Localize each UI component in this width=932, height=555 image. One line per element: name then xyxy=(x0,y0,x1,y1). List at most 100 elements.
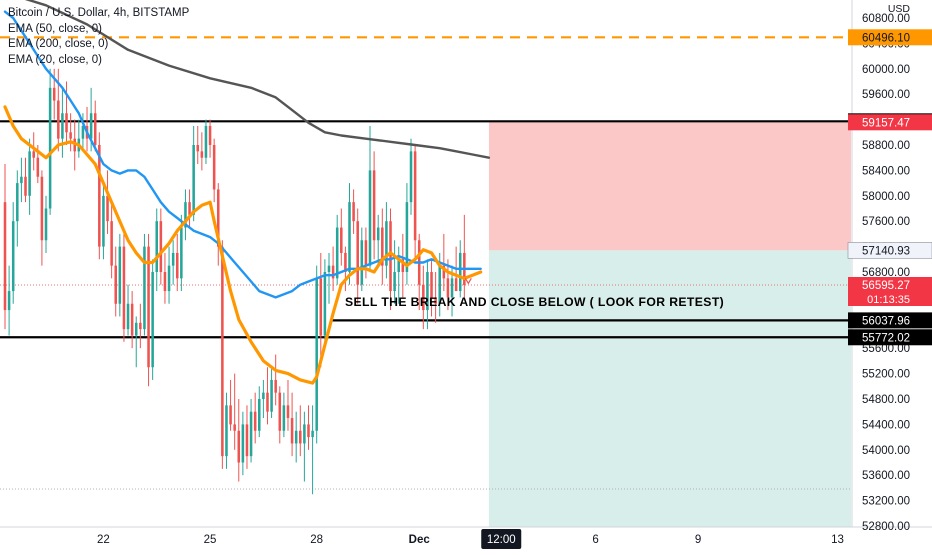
candle-body xyxy=(134,322,138,336)
candle-body xyxy=(118,246,122,304)
y-tick-label: 60000.00 xyxy=(862,64,910,76)
legend-ema50[interactable]: EMA (50, close, 0) xyxy=(8,22,102,35)
horizontal-levels xyxy=(0,36,851,339)
time-cursor-badge xyxy=(481,529,522,549)
price-badge-last xyxy=(848,277,932,307)
candle-body xyxy=(245,424,249,457)
candle-body xyxy=(368,170,372,266)
candle-body xyxy=(89,113,93,139)
candle-body xyxy=(253,411,257,431)
x-tick-label: 28 xyxy=(310,534,323,546)
x-tick-label: Dec xyxy=(409,534,431,546)
moving-averages xyxy=(3,0,491,385)
candle-body xyxy=(32,151,35,158)
candle-body xyxy=(36,157,40,177)
y-tick-label: 54400.00 xyxy=(862,419,910,431)
candle-body xyxy=(389,221,392,292)
y-tick-label: 53600.00 xyxy=(862,470,910,482)
candle-body xyxy=(290,418,294,444)
candle-body xyxy=(393,272,396,292)
x-tick-label: 6 xyxy=(592,534,598,546)
candle-body xyxy=(331,265,335,279)
candle-body xyxy=(454,278,458,292)
price-badge-text-entry: 57140.93 xyxy=(862,245,910,257)
candle-body xyxy=(352,202,355,222)
candle-body xyxy=(376,227,380,241)
candles xyxy=(3,68,466,495)
candle-body xyxy=(450,278,454,298)
candle-body xyxy=(266,392,269,412)
y-tick-label: 55600.00 xyxy=(862,343,910,355)
legend-ema20[interactable]: EMA (20, close, 0) xyxy=(8,53,102,66)
candle-body xyxy=(335,227,339,279)
candle-body xyxy=(434,297,437,304)
candle-body xyxy=(139,322,142,330)
price-badge-text-lower-level-2: 55772.02 xyxy=(862,332,910,344)
candle-body xyxy=(381,227,384,266)
y-tick-label: 58000.00 xyxy=(862,191,910,203)
candle-body xyxy=(327,265,331,272)
candle-body xyxy=(188,202,191,215)
candle-body xyxy=(28,151,31,196)
candle-body xyxy=(458,252,462,292)
candle-body xyxy=(430,272,433,298)
y-tick-label: 59600.00 xyxy=(862,89,910,101)
candle-body xyxy=(57,100,60,139)
currency-label: USD xyxy=(888,3,911,15)
candle-body xyxy=(315,278,318,431)
price-badge-lower-level-1 xyxy=(848,312,932,329)
candle-body xyxy=(3,202,7,311)
candle-body xyxy=(233,424,236,431)
y-tick-label: 54000.00 xyxy=(862,445,910,457)
candle-body xyxy=(225,405,228,457)
candle-body xyxy=(143,246,146,330)
candle-body xyxy=(102,195,105,247)
candle-body xyxy=(40,176,44,241)
candle-body xyxy=(52,87,56,101)
candle-body xyxy=(360,240,364,285)
candle-body xyxy=(216,189,220,247)
candle-body xyxy=(274,379,277,393)
candle-body xyxy=(278,392,282,431)
candle-body xyxy=(311,430,314,438)
candle-body xyxy=(340,227,343,253)
candle-body xyxy=(44,208,48,241)
candle-body xyxy=(372,170,376,241)
candle-body xyxy=(446,278,450,298)
candle-body xyxy=(180,227,183,279)
price-badge-entry xyxy=(847,242,932,259)
take-profit-zone xyxy=(488,250,851,527)
candle-body xyxy=(126,303,130,330)
candle-body xyxy=(241,424,245,463)
y-tick-label: 60800.00 xyxy=(862,13,910,25)
candle-body xyxy=(409,151,413,203)
candle-body xyxy=(258,399,261,431)
candle-body xyxy=(294,430,298,444)
sell-break-annotation: SELL THE BREAK AND CLOSE BELOW ( LOOK FO… xyxy=(345,295,724,309)
candle-body xyxy=(81,125,85,139)
candle-body xyxy=(397,259,400,272)
candle-body xyxy=(93,113,97,145)
x-tick-label: 9 xyxy=(695,534,701,546)
y-tick-label: 58400.00 xyxy=(862,165,910,177)
price-badge-text-stop: 59157.47 xyxy=(862,117,910,129)
price-badge-lower-level-2 xyxy=(848,329,932,346)
position-zones xyxy=(488,122,851,527)
ema20-line xyxy=(3,105,483,385)
candle-body xyxy=(364,240,368,266)
candle-body xyxy=(344,252,347,272)
price-badge-text-last: 56595.27 xyxy=(862,280,910,292)
candle-body xyxy=(171,252,175,266)
legend-ema200[interactable]: EMA (200, close, 0) xyxy=(8,38,109,50)
candle-body xyxy=(20,176,23,184)
price-badge-text-lower-level-1: 56037.96 xyxy=(862,315,910,327)
candle-body xyxy=(167,265,171,292)
stop-loss-zone xyxy=(488,122,851,251)
ema50-line xyxy=(3,10,482,299)
candle-body xyxy=(249,411,253,457)
candle-body xyxy=(401,259,405,272)
legend-symbol[interactable]: Bitcoin / U.S. Dollar, 4h, BITSTAMP xyxy=(8,7,190,19)
